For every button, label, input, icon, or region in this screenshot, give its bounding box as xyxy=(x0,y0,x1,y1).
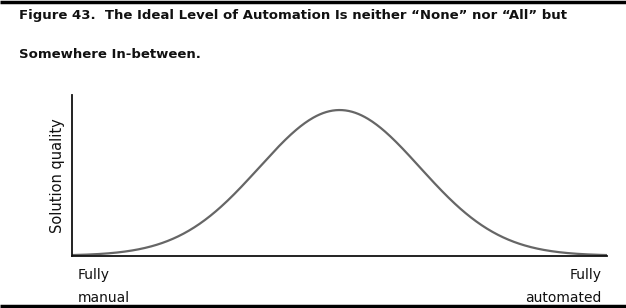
Text: Fully: Fully xyxy=(570,269,602,282)
Text: manual: manual xyxy=(78,291,130,305)
Text: automated: automated xyxy=(525,291,602,305)
Text: Somewhere In-between.: Somewhere In-between. xyxy=(19,48,201,61)
Text: Fully: Fully xyxy=(78,269,110,282)
Y-axis label: Solution quality: Solution quality xyxy=(50,118,65,233)
Text: Figure 43.  The Ideal Level of Automation Is neither “None” nor “All” but: Figure 43. The Ideal Level of Automation… xyxy=(19,9,567,22)
